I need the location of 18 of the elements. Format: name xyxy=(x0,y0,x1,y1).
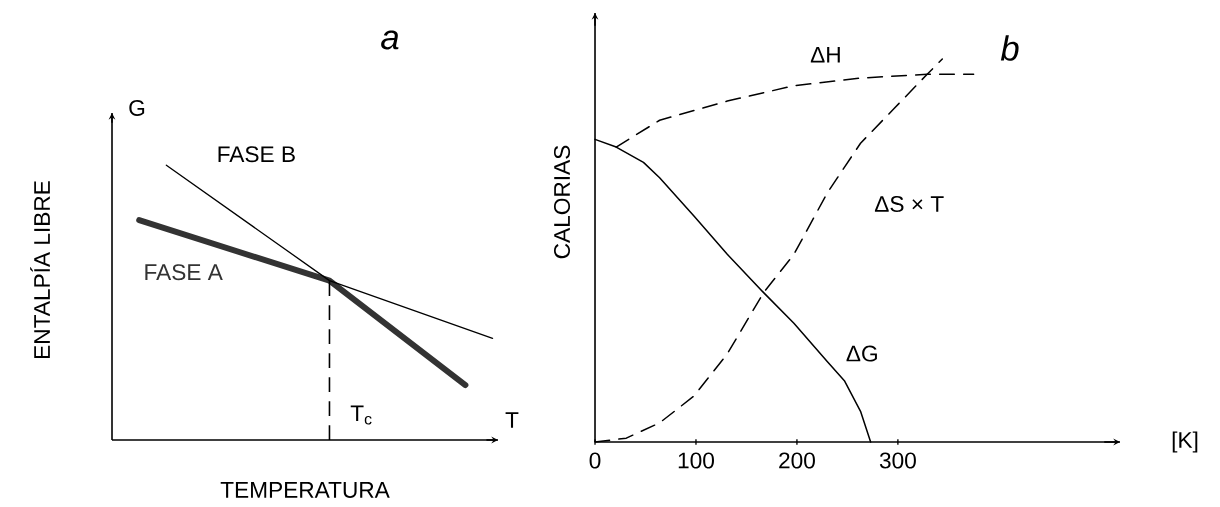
y-axis-title: CALORIAS xyxy=(553,145,571,259)
x-axis-title: TEMPERATURA xyxy=(220,482,390,498)
chart-title: b xyxy=(1000,35,1019,61)
x-tick-label: 0 xyxy=(589,452,601,469)
y-axis-title: ENTALPÍA LIBRE xyxy=(30,181,50,358)
chart-title: a xyxy=(381,30,399,50)
text: G xyxy=(129,99,145,117)
series-label: ΔG xyxy=(846,345,877,362)
series-label: FASE A xyxy=(145,264,223,281)
x-tick-label: 300 xyxy=(879,452,916,469)
series-label: ΔH xyxy=(810,46,840,63)
series-label: ΔS × T xyxy=(874,196,944,213)
text: T xyxy=(505,412,519,428)
series-label: FASE B xyxy=(218,146,295,163)
annotation: T$_{c}$ xyxy=(350,405,372,425)
x-tick-label: 200 xyxy=(779,452,815,469)
x-tick-label: 100 xyxy=(678,452,714,469)
x-axis-title: [K] xyxy=(1172,431,1198,453)
